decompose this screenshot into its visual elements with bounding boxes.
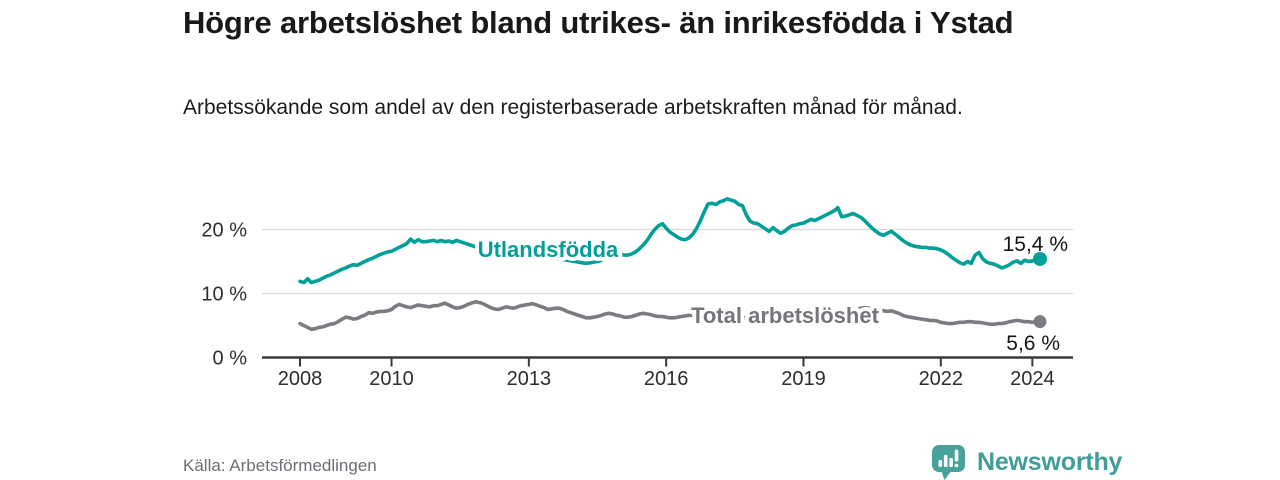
y-axis-label-0: 0 %: [213, 348, 248, 370]
series-end-value-utlandsfodda: 15,4 %: [1003, 233, 1068, 256]
y-axis-label-10: 10 %: [201, 284, 247, 306]
x-tick-label-2024: 2024: [1010, 368, 1055, 390]
newsworthy-logo-icon: [932, 445, 965, 480]
x-tick-label-2010: 2010: [369, 368, 414, 390]
x-tick-label-2013: 2013: [507, 368, 552, 390]
x-tick-label-2022: 2022: [919, 368, 964, 390]
series-line-total: [298, 300, 1042, 332]
newsworthy-wordmark: Newsworthy: [977, 447, 1123, 476]
series-end-value-total: 5,6 %: [1006, 332, 1060, 355]
newsworthy-logo: Newsworthy: [930, 443, 1122, 480]
series-name-label-utlandsfodda: Utlandsfödda: [478, 237, 619, 262]
source-text: Källa: Arbetsförmedlingen: [183, 456, 377, 475]
chart-subtitle: Arbetssökande som andel av den registerb…: [183, 96, 963, 119]
chart-title: Högre arbetslöshet bland utrikes- än inr…: [183, 5, 1014, 40]
series-line-utlandsfodda: [298, 197, 1042, 285]
x-tick-label-2008: 2008: [278, 368, 323, 390]
y-axis-label-20: 20 %: [201, 220, 247, 242]
series-end-dot-utlandsfodda: [1032, 251, 1047, 266]
x-tick-label-2016: 2016: [644, 368, 689, 390]
x-tick-label-2019: 2019: [781, 368, 826, 390]
series-name-label-total: Total arbetslöshet: [691, 303, 880, 328]
series-end-dot-total: [1033, 315, 1047, 329]
